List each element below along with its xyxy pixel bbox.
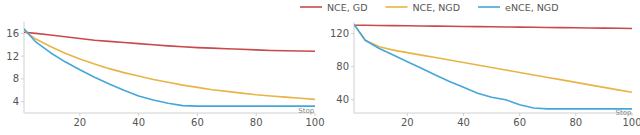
x-tick-label: 40	[132, 117, 145, 128]
x-tick	[256, 113, 257, 116]
x-tick	[519, 113, 520, 116]
x-tick	[632, 113, 633, 116]
x-tick-label: 60	[191, 117, 204, 128]
series-line	[24, 32, 315, 51]
panel: 40 80 120 20 40 60 80 100Stop	[330, 22, 640, 128]
x-tick-label: 80	[569, 117, 582, 128]
annotation: Stop	[298, 107, 314, 115]
series-line	[24, 31, 315, 100]
panel: 4 8 12 16 20 40 60 80 100 Stop	[6, 22, 324, 128]
y-tick-label: 40	[336, 94, 349, 105]
series-line	[354, 24, 632, 108]
y-axis-line	[24, 22, 25, 113]
legend: NCE, GD NCE, NGD eNCE, NGD	[300, 2, 558, 13]
series-line	[354, 25, 632, 28]
y-tick	[21, 33, 24, 34]
x-tick	[79, 113, 80, 116]
y-tick	[21, 56, 24, 57]
x-tick-label: 80	[250, 117, 263, 128]
y-tick-label: 16	[6, 28, 19, 39]
x-tick	[463, 113, 464, 116]
x-tick-label: 60	[513, 117, 526, 128]
chart-svg: 48121620406080100StopNCE, GDNCE, NGDeNCE…	[0, 0, 640, 135]
y-tick	[21, 101, 24, 102]
annotation: Stop	[616, 109, 632, 117]
x-tick	[197, 113, 198, 116]
y-tick-label: 80	[336, 61, 349, 72]
x-tick	[138, 113, 139, 116]
legend-label: eNCE, NGD	[505, 2, 558, 13]
y-tick-label: 120	[330, 28, 349, 39]
y-tick	[351, 33, 354, 34]
x-tick	[315, 113, 316, 116]
chart-root: 48121620406080100StopNCE, GDNCE, NGDeNCE…	[0, 0, 640, 135]
y-tick	[351, 66, 354, 67]
plot-area	[24, 29, 315, 106]
y-tick	[21, 78, 24, 79]
legend-label: NCE, GD	[327, 2, 367, 13]
plot-area	[354, 24, 632, 108]
y-tick-label: 4	[13, 96, 19, 107]
x-tick-label: 40	[457, 117, 470, 128]
x-axis-line	[24, 113, 315, 114]
y-tick-label: 12	[6, 51, 19, 62]
y-tick-label: 8	[13, 73, 19, 84]
y-tick	[351, 99, 354, 100]
x-tick-label: 100	[305, 117, 324, 128]
x-axis-line	[354, 113, 632, 114]
legend-label: NCE, NGD	[412, 2, 460, 13]
x-tick-label: 20	[401, 117, 414, 128]
series-line	[354, 24, 632, 92]
series-line	[24, 29, 315, 106]
legend-swatch	[478, 6, 500, 8]
x-tick	[575, 113, 576, 116]
legend-swatch	[385, 6, 407, 8]
x-tick-label: 20	[73, 117, 86, 128]
legend-swatch	[300, 6, 322, 8]
x-tick-label: 100	[622, 117, 640, 128]
x-tick	[407, 113, 408, 116]
